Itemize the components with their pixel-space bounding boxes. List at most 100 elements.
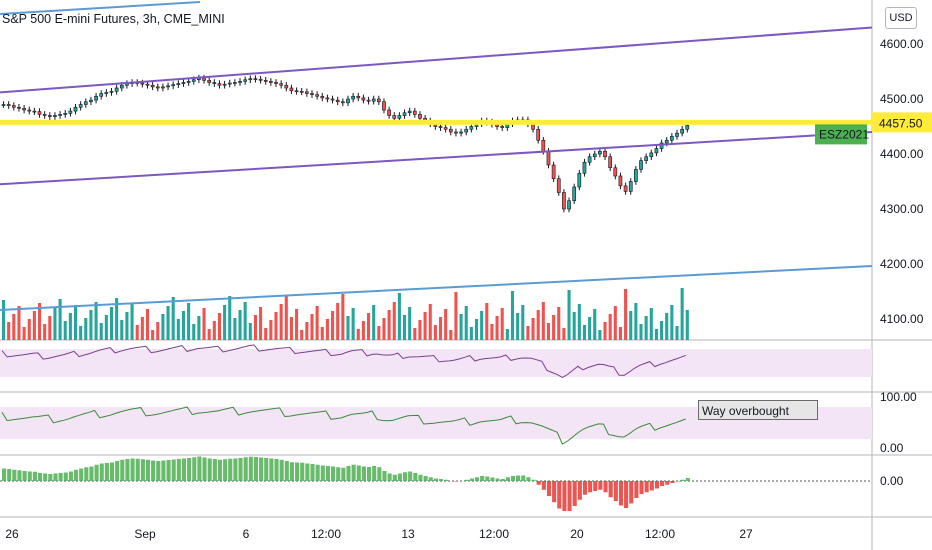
time-tick-label: 13 [401,527,415,541]
volume-bar [485,303,489,340]
histogram-bar [613,481,618,501]
candle-body [274,82,278,84]
candle-body [448,128,453,133]
volume-bar [603,322,607,340]
histogram-bar [680,479,685,481]
rsi-band [0,349,872,377]
volume-bar [500,308,504,340]
histogram-bar [22,471,27,481]
candle-body [238,81,242,83]
volume-bar [469,327,473,340]
volume-bar [665,313,669,340]
histogram-bar [310,464,315,481]
histogram-bar [485,476,490,481]
histogram-bar [351,464,356,481]
volume-bar [526,326,530,340]
candle-body [6,104,11,106]
histogram-bar [660,481,665,486]
volume-bar [449,330,453,340]
currency-button[interactable]: USD [885,7,917,29]
histogram-bar [99,463,104,481]
histogram-bar [161,460,166,481]
volume-bar [115,298,119,340]
candle-body [17,106,21,109]
histogram-bar [166,460,171,481]
volume-bar [346,316,350,340]
histogram-bar [593,481,598,491]
time-tick-label: 20 [570,527,584,541]
candle-body [263,80,268,82]
volume-bar [382,318,386,340]
candle-body [402,112,407,116]
volume-bar [464,306,468,340]
time-tick-label: 12:00 [311,527,341,541]
histogram-bar [17,470,22,481]
candle-body [587,156,592,163]
volume-bar [536,310,540,340]
candle-body [469,126,474,130]
oscillator-line [1,406,686,445]
histogram-bar [392,474,397,481]
candle-body [248,78,253,81]
candle-body [582,161,587,174]
histogram-bar [526,477,531,481]
volume-bar [284,295,288,340]
contract-badge[interactable] [815,124,867,145]
volume-bar [351,308,355,340]
histogram-bar [120,459,125,481]
candle-body [299,91,304,93]
volume-bar [402,315,407,340]
candle-body [47,115,52,117]
candle-body [608,156,613,169]
histogram-bar [37,473,43,481]
histogram-bar [223,459,228,481]
volume-bar [562,328,566,340]
histogram-bar [654,481,660,489]
histogram-bar [438,479,444,481]
candle-body [644,156,648,161]
volume-trendline[interactable] [0,265,873,311]
candle-body [577,172,582,188]
volume-bar [660,321,664,340]
candle-body [150,84,155,88]
histogram-bar [464,479,469,481]
time-tick-label: 12:00 [479,527,509,541]
histogram-bar [192,457,197,481]
histogram-bar [135,458,140,481]
histogram-bar [43,473,48,481]
histogram-bar [490,477,495,481]
candle-body [94,95,98,101]
channel-upper-line[interactable] [0,26,873,94]
candle-body [58,114,62,116]
histogram-bar [670,481,675,483]
volume-bar [546,323,551,340]
volume-bar [593,309,597,340]
volume-bar [192,324,196,340]
histogram-bar [217,459,223,481]
histogram-bar [413,473,418,481]
volume-bar [387,310,391,340]
histogram-bar [243,457,248,481]
histogram-bar [325,466,330,481]
candle-body [639,160,643,170]
volume-bar [68,313,72,340]
histogram-bar [48,474,53,481]
histogram-bar [212,459,217,481]
contract-text: ESZ2021 [819,127,869,141]
channel-lower-line[interactable] [0,131,873,186]
volume-bar [151,330,155,340]
current-price-badge[interactable] [872,112,932,133]
histogram-bar [361,466,366,481]
annotation-label[interactable]: Way overbought [698,400,818,420]
volume-bar [552,315,556,340]
candle-body [392,115,397,119]
candle-body [351,95,355,100]
top-trendline[interactable] [0,1,201,15]
histogram-bar [7,469,12,481]
histogram-bar [454,481,459,482]
volume-bar [145,309,150,340]
candle-body [11,105,16,108]
histogram-bar [433,478,438,481]
time-tick-label: Sep [134,527,156,541]
